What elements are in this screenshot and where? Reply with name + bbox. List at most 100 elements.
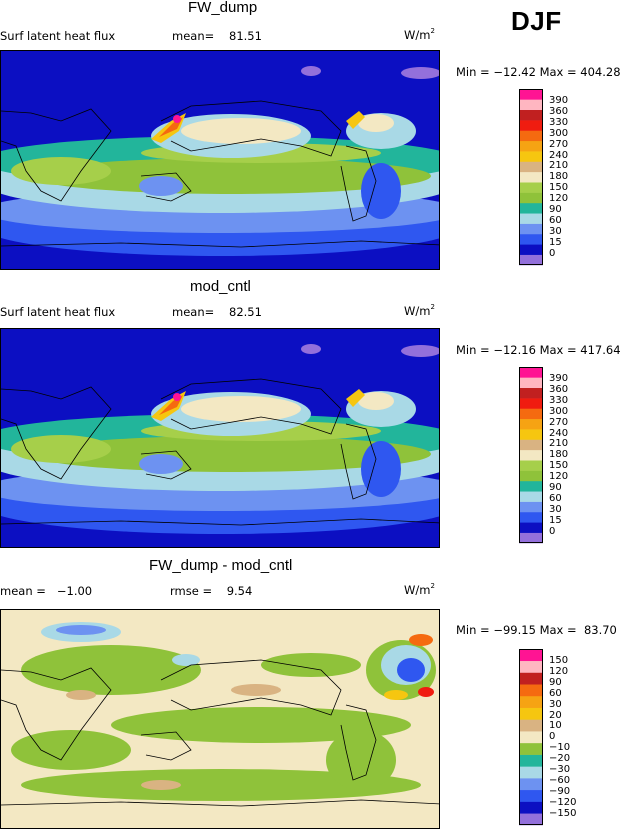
colorbar-tick-label: 60 xyxy=(549,687,562,699)
panel-3-colorbar-swatches xyxy=(519,649,543,826)
colorbar-tick-label: −120 xyxy=(549,796,577,808)
colorbar-swatch xyxy=(519,789,543,802)
colorbar-swatch xyxy=(519,480,543,492)
colorbar-tick-label: 150 xyxy=(549,655,569,666)
colorbar-swatch xyxy=(519,439,543,451)
panel-2-mean-label: mean= xyxy=(172,305,215,319)
colorbar-swatch xyxy=(519,202,543,214)
colorbar-swatch xyxy=(519,742,543,755)
colorbar-frame xyxy=(519,89,543,265)
colorbar-swatch xyxy=(519,130,543,142)
colorbar-tick-label: 180 xyxy=(549,449,569,461)
colorbar-tick-label: 360 xyxy=(549,105,569,117)
colorbar-tick-label: 90 xyxy=(549,482,562,494)
colorbar-swatch xyxy=(519,766,543,779)
colorbar-swatch xyxy=(519,429,543,440)
colorbar-tick-label: 240 xyxy=(549,149,569,161)
colorbar-tick-label: −150 xyxy=(549,807,577,819)
panel-2-map xyxy=(0,328,440,548)
panel-1-variable: Surf latent heat flux xyxy=(0,29,116,43)
panel-1-colorbar xyxy=(519,89,543,266)
colorbar-swatch xyxy=(519,161,543,173)
colorbar-tick-label: −10 xyxy=(549,742,571,754)
panel-2-minmax: Min = −12.16 Max = 417.64 xyxy=(456,343,621,357)
colorbar-swatch xyxy=(519,398,543,409)
colorbar-swatch xyxy=(519,672,543,685)
colorbar-tick-label: 180 xyxy=(549,171,569,183)
panel-1-minmax: Min = −12.42 Max = 404.28 xyxy=(456,65,621,79)
colorbar-swatch xyxy=(519,377,543,389)
panel-2-colorbar xyxy=(519,367,543,544)
colorbar-tick-label: 30 xyxy=(549,698,562,710)
colorbar-tick-label: 270 xyxy=(549,138,569,150)
colorbar-tick-label: 120 xyxy=(549,193,569,205)
colorbar-tick-label: −90 xyxy=(549,785,571,797)
colorbar-swatch xyxy=(519,89,543,100)
season-label: DJF xyxy=(511,6,562,36)
colorbar-swatch xyxy=(519,754,543,767)
colorbar-tick-label: 0 xyxy=(549,247,556,259)
colorbar-swatch xyxy=(519,470,543,482)
panel-3-mean: mean = −1.00 xyxy=(0,584,93,598)
panel-2-colorbar-labels: 390 360 330 300 270 240 210 180 150 120 … xyxy=(549,373,569,538)
colorbar-swatch xyxy=(519,223,543,235)
colorbar-tick-label: 270 xyxy=(549,416,569,428)
panel-3-colorbar xyxy=(519,649,543,826)
colorbar-tick-label: 120 xyxy=(549,665,569,677)
panel-3-map xyxy=(0,609,440,829)
panel-1-map xyxy=(0,50,440,270)
colorbar-tick-label: 390 xyxy=(549,95,569,106)
colorbar-tick-label: −60 xyxy=(549,774,571,786)
colorbar-swatch xyxy=(519,684,543,697)
panel-3-map-field xyxy=(1,610,439,828)
colorbar-tick-label: 210 xyxy=(549,160,569,172)
colorbar-swatch xyxy=(519,532,543,544)
colorbar-swatch xyxy=(519,501,543,513)
colorbar-tick-label: 0 xyxy=(549,731,556,743)
colorbar-tick-label: 20 xyxy=(549,709,562,721)
panel-1-units: W/m2 xyxy=(404,27,435,42)
colorbar-swatch xyxy=(519,254,543,266)
colorbar-tick-label: 30 xyxy=(549,503,562,515)
colorbar-tick-label: 330 xyxy=(549,116,569,128)
colorbar-swatch xyxy=(519,192,543,204)
colorbar-swatch xyxy=(519,367,543,378)
colorbar-frame xyxy=(519,367,543,543)
panel-2-map-field xyxy=(1,329,439,547)
colorbar-tick-label: 150 xyxy=(549,182,569,194)
colorbar-tick-label: 210 xyxy=(549,438,569,450)
colorbar-swatch xyxy=(519,649,543,662)
colorbar-swatch xyxy=(519,182,543,193)
panel-3-minmax: Min = −99.15 Max = 83.70 xyxy=(456,623,617,637)
colorbar-tick-label: −30 xyxy=(549,764,571,776)
colorbar-swatch xyxy=(519,719,543,732)
colorbar-tick-label: 60 xyxy=(549,492,562,504)
panel-1-map-field xyxy=(1,51,439,269)
colorbar-swatch xyxy=(519,522,543,533)
colorbar-tick-label: 15 xyxy=(549,236,562,248)
colorbar-swatch xyxy=(519,660,543,673)
panel-1-mean-value: 81.51 xyxy=(229,29,262,43)
colorbar-swatch xyxy=(519,120,543,131)
colorbar-swatch xyxy=(519,244,543,255)
colorbar-swatch xyxy=(519,109,543,121)
panel-1-mean-label: mean= xyxy=(172,29,215,43)
colorbar-tick-label: 150 xyxy=(549,460,569,472)
colorbar-swatch xyxy=(519,151,543,162)
colorbar-swatch xyxy=(519,731,543,744)
panel-1-colorbar-swatches xyxy=(519,89,543,266)
colorbar-swatch xyxy=(519,418,543,430)
colorbar-tick-label: 120 xyxy=(549,471,569,483)
colorbar-tick-label: 15 xyxy=(549,514,562,526)
panel-2-units: W/m2 xyxy=(404,303,435,318)
colorbar-tick-label: 300 xyxy=(549,405,569,417)
colorbar-tick-label: 360 xyxy=(549,383,569,395)
colorbar-swatch xyxy=(519,491,543,502)
colorbar-tick-label: 0 xyxy=(549,525,556,537)
colorbar-tick-label: 390 xyxy=(549,373,569,384)
colorbar-swatch xyxy=(519,387,543,399)
colorbar-frame xyxy=(519,649,543,825)
colorbar-tick-label: −20 xyxy=(549,753,571,765)
colorbar-swatch xyxy=(519,460,543,471)
colorbar-tick-label: 90 xyxy=(549,676,562,688)
